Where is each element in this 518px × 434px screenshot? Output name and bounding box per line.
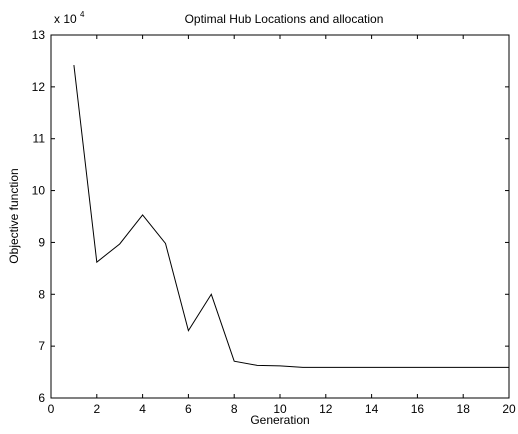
x-tick-label: 4 <box>139 402 146 416</box>
series-layer <box>73 65 509 368</box>
y-tick-label: 6 <box>38 391 45 405</box>
y-axis-multiplier: x 10 4 <box>54 10 85 26</box>
series-line <box>73 65 509 368</box>
x-tick-label: 2 <box>93 402 100 416</box>
x-tick-label: 14 <box>365 402 379 416</box>
x-tick-label: 12 <box>319 402 333 416</box>
x-axis-label: Generation <box>250 413 309 427</box>
y-tick-label: 8 <box>38 287 45 301</box>
chart-title: Optimal Hub Locations and allocation <box>185 12 384 26</box>
y-axis-multiplier-base: x 10 <box>54 12 77 26</box>
y-tick-label: 12 <box>32 80 46 94</box>
y-tick-label: 10 <box>32 184 46 198</box>
x-axis: 0 2 4 6 8 10 12 14 16 18 20 <box>48 35 516 416</box>
y-axis-multiplier-exponent: 4 <box>80 10 85 19</box>
x-tick-label: 18 <box>457 402 471 416</box>
x-tick-label: 6 <box>185 402 192 416</box>
y-tick-label: 9 <box>38 235 45 249</box>
x-tick-label: 16 <box>411 402 425 416</box>
x-tick-label: 8 <box>231 402 238 416</box>
y-axis-label: Objective function <box>7 168 21 263</box>
x-tick-label: 10 <box>273 402 287 416</box>
y-tick-label: 7 <box>38 339 45 353</box>
x-tick-label: 0 <box>48 402 55 416</box>
y-tick-label: 13 <box>32 28 46 42</box>
plot-area <box>50 34 510 399</box>
y-tick-label: 11 <box>33 132 46 146</box>
x-tick-label: 20 <box>502 402 516 416</box>
y-axis: 6 7 8 9 10 11 12 13 <box>32 28 509 405</box>
